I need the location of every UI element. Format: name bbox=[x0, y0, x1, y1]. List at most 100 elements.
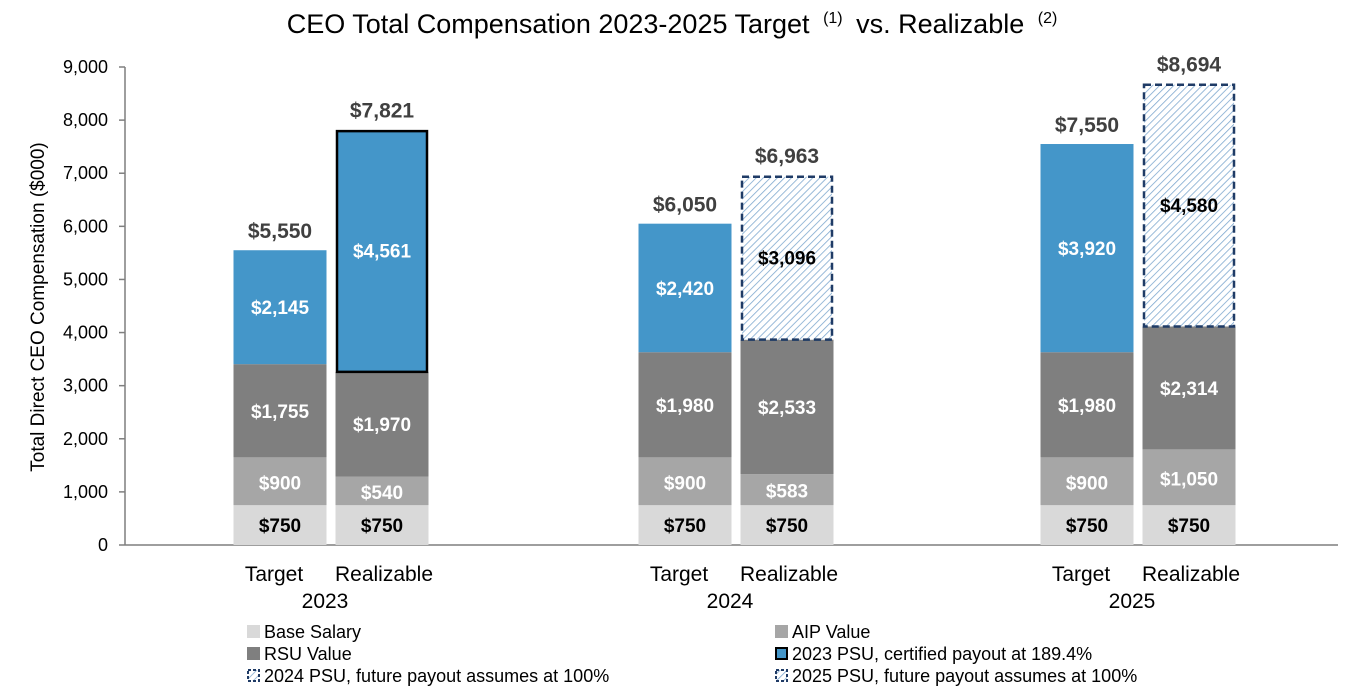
legend-swatch bbox=[247, 625, 260, 638]
chart-title-footnote-2: (2) bbox=[1038, 10, 1058, 27]
bar-segment-label: $900 bbox=[1066, 473, 1108, 494]
legend: Base Salary AIP Value RSU Value 2023 PSU, c… bbox=[247, 622, 1137, 686]
bar-segment-label: $4,561 bbox=[353, 242, 412, 263]
bar-segment-label: $540 bbox=[361, 483, 403, 504]
bar-segment bbox=[740, 474, 834, 506]
x-tick-label: Realizable bbox=[740, 563, 838, 586]
y-axis-title: Total Direct CEO Compensation ($000) bbox=[28, 142, 49, 471]
bar-segment bbox=[740, 175, 834, 341]
bar-segment-label: $3,920 bbox=[1058, 239, 1116, 260]
legend-label: 2023 PSU, certified payout at 189.4% bbox=[792, 644, 1092, 664]
bar-segment bbox=[1040, 505, 1134, 545]
bar-total-label: $7,821 bbox=[350, 100, 415, 123]
x-tick-label: Target bbox=[650, 563, 709, 586]
bar-total-label: $6,050 bbox=[653, 194, 717, 217]
x-tick-label: Target bbox=[245, 563, 304, 586]
legend-label: 2025 PSU, future payout assumes at 100% bbox=[792, 666, 1137, 686]
bar-total-label: $7,550 bbox=[1055, 114, 1119, 137]
y-tick-label: 6,000 bbox=[63, 216, 108, 236]
bar-group-2024: $750 $900 $1,980 $2,420 $6,050 $750 $583 $2,533… bbox=[638, 145, 834, 545]
y-tick-label: 5,000 bbox=[63, 269, 108, 289]
bar-segment-label: $750 bbox=[259, 516, 301, 537]
bar-segment bbox=[1040, 352, 1134, 458]
bar-segment-label: $750 bbox=[766, 516, 808, 537]
legend-item: RSU Value bbox=[247, 644, 352, 664]
legend-swatch bbox=[247, 669, 260, 682]
bar-segment-label: $1,050 bbox=[1160, 469, 1218, 490]
legend-swatch bbox=[775, 625, 788, 638]
bar-segment bbox=[233, 505, 327, 545]
legend-item: 2025 PSU, future payout assumes at 100% bbox=[775, 666, 1137, 686]
bar-groups: $750 $900 $1,755 $2,145 $5,550 $750 $540 $1,970… bbox=[233, 53, 1236, 545]
x-tick-label: Realizable bbox=[1142, 563, 1240, 586]
bar-segment-label: $750 bbox=[1066, 516, 1108, 537]
chart-title: CEO Total Compensation 2023-2025 Target … bbox=[287, 0, 1058, 39]
y-axis: 0 1,000 2,000 3,000 4,000 5,000 6,000 7,000 8,00… bbox=[63, 57, 1338, 555]
chart-title-main: CEO Total Compensation 2023-2025 Target bbox=[287, 9, 810, 39]
y-tick-label: 1,000 bbox=[63, 482, 108, 502]
x-axis-labels: Target Realizable 2023 Target Realizable 2024… bbox=[245, 563, 1240, 613]
bar-group-2025: $750 $900 $1,980 $3,920 $7,550 $750 $1,050 $2,3… bbox=[1040, 53, 1236, 545]
y-tick-label: 8,000 bbox=[63, 110, 108, 130]
bar-segment bbox=[740, 339, 834, 475]
bar-segment bbox=[233, 250, 327, 365]
x-group-label: 2025 bbox=[1109, 590, 1156, 613]
legend-label: RSU Value bbox=[264, 644, 352, 664]
bar-total-label: $5,550 bbox=[248, 220, 312, 243]
legend-item: AIP Value bbox=[775, 622, 870, 642]
legend-label: 2024 PSU, future payout assumes at 100% bbox=[264, 666, 609, 686]
bar-segment-label: $4,580 bbox=[1160, 196, 1218, 217]
bar-total-label: $6,963 bbox=[755, 145, 819, 168]
bar-segment-label: $1,755 bbox=[251, 402, 310, 423]
bar-segment-label: $900 bbox=[664, 473, 706, 494]
x-group-label: 2024 bbox=[707, 590, 754, 613]
bar-segment bbox=[638, 457, 732, 506]
bar-segment-label: $750 bbox=[1168, 516, 1210, 537]
bar-segment bbox=[233, 364, 327, 458]
bar-segment-label: $1,970 bbox=[353, 415, 411, 436]
bar-segment-label: $1,980 bbox=[1058, 396, 1116, 417]
y-tick-label: 0 bbox=[98, 535, 108, 555]
bar-segment bbox=[1040, 144, 1134, 353]
bar-segment bbox=[233, 457, 327, 506]
bar-segment bbox=[740, 505, 834, 545]
bar-segment bbox=[1142, 449, 1236, 506]
bar-segment-label: $900 bbox=[259, 473, 301, 494]
bar-segment bbox=[335, 476, 429, 506]
bar-segment bbox=[638, 223, 732, 353]
bar-total-label: $8,694 bbox=[1157, 53, 1222, 76]
legend-item: 2024 PSU, future payout assumes at 100% bbox=[247, 666, 609, 686]
bar-segment bbox=[1142, 326, 1236, 450]
legend-swatch bbox=[247, 647, 260, 660]
legend-item: Base Salary bbox=[247, 622, 361, 642]
y-tick-label: 7,000 bbox=[63, 163, 108, 183]
bar-segment-label: $2,533 bbox=[758, 398, 816, 419]
bar-segment-label: $750 bbox=[664, 516, 706, 537]
y-tick-label: 2,000 bbox=[63, 429, 108, 449]
bar-segment bbox=[638, 505, 732, 545]
legend-label: Base Salary bbox=[264, 622, 361, 642]
bar-segment bbox=[335, 129, 429, 374]
y-tick-label: 4,000 bbox=[63, 323, 108, 343]
bar-group-2023: $750 $900 $1,755 $2,145 $5,550 $750 $540 $1,970… bbox=[233, 100, 429, 545]
x-tick-label: Realizable bbox=[335, 563, 433, 586]
chart-title-middle: vs. Realizable bbox=[856, 9, 1024, 39]
bar-segment-label: $2,420 bbox=[656, 279, 714, 300]
bar-segment-label: $3,096 bbox=[758, 248, 816, 269]
chart-title-footnote-1: (1) bbox=[823, 10, 843, 27]
legend-swatch bbox=[775, 647, 788, 660]
bar-segment-label: $2,314 bbox=[1160, 379, 1219, 400]
bar-segment bbox=[335, 371, 429, 477]
bar-segment bbox=[638, 352, 732, 458]
bar-segment bbox=[1040, 457, 1134, 506]
x-group-label: 2023 bbox=[302, 590, 349, 613]
y-tick-label: 9,000 bbox=[63, 57, 108, 77]
bar-segment bbox=[1142, 83, 1236, 328]
legend-swatch bbox=[775, 669, 788, 682]
bar-segment bbox=[335, 505, 429, 545]
bar-segment-label: $1,980 bbox=[656, 396, 714, 417]
y-tick-label: 3,000 bbox=[63, 376, 108, 396]
x-tick-label: Target bbox=[1052, 563, 1111, 586]
legend-item: 2023 PSU, certified payout at 189.4% bbox=[775, 644, 1092, 664]
